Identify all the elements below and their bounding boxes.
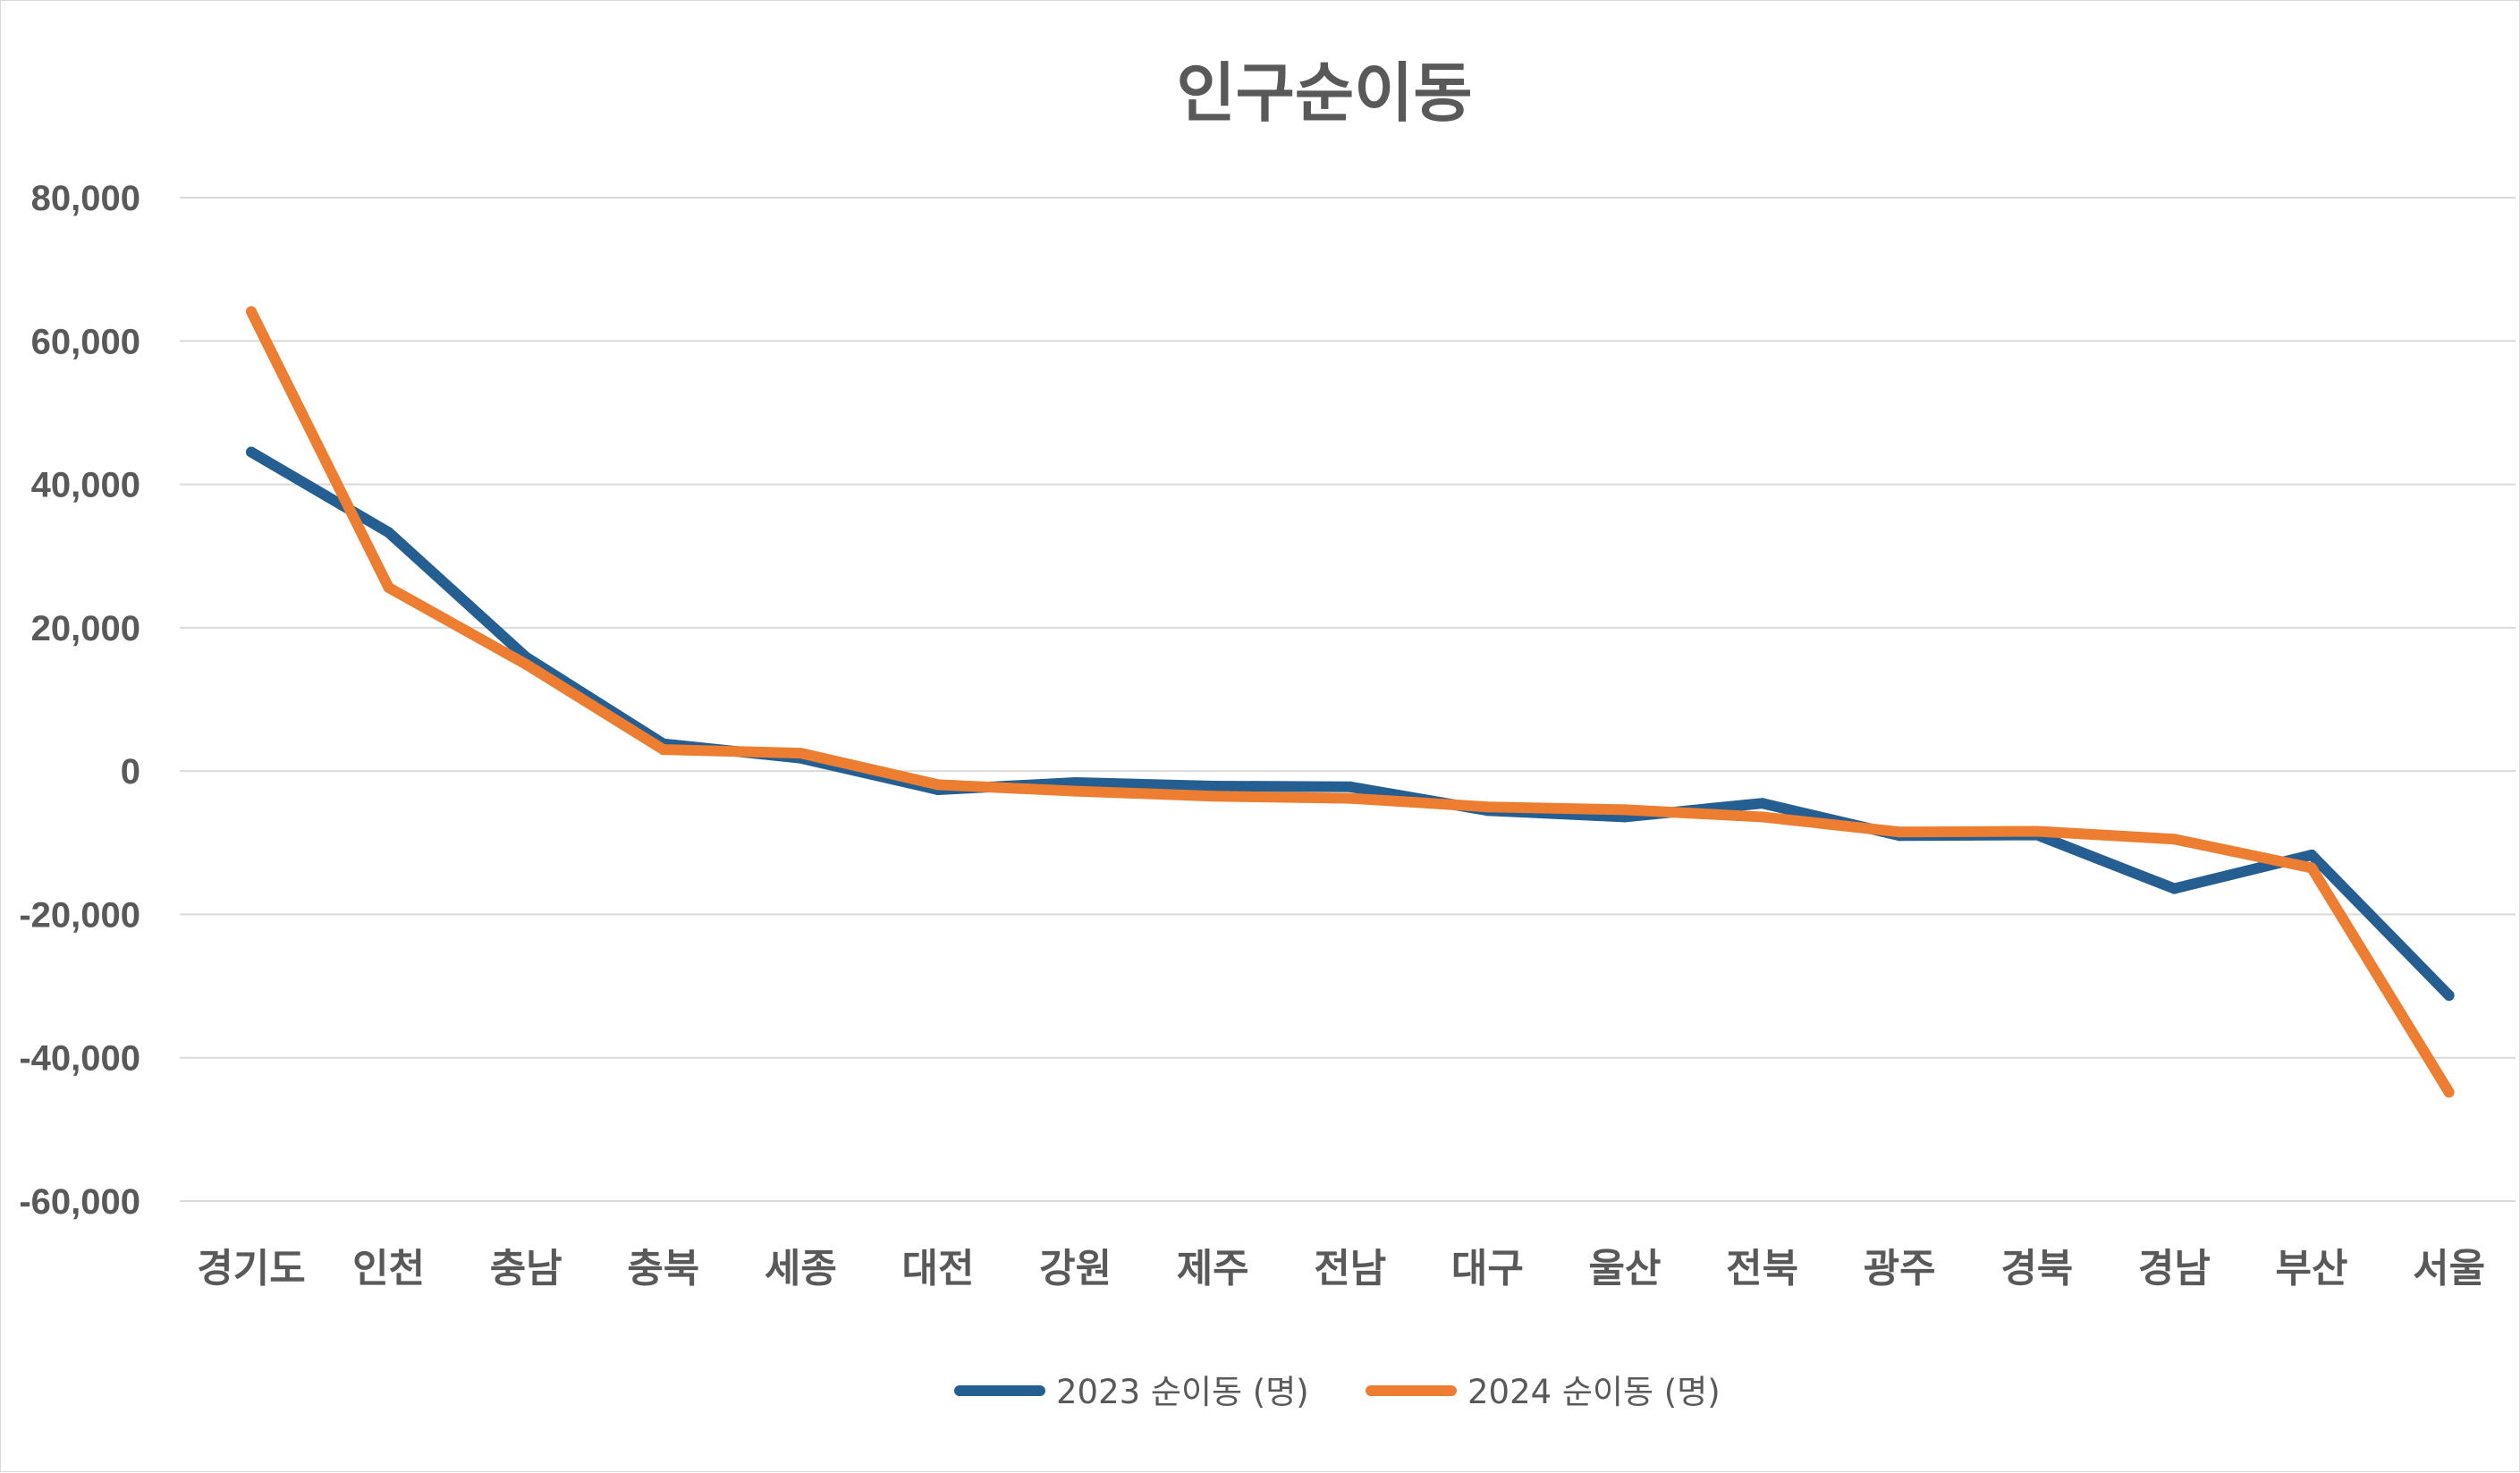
- x-axis-category-labels: 경기도 인천 충남 충북 세종 대전 강원 제주 전남 대구 울산 전북 광주 경북 경남 부산 서울: [197, 1246, 2485, 1291]
- y-tick-label: 40,000: [31, 466, 140, 505]
- x-tick-label: 전남: [1314, 1246, 1386, 1291]
- data-point[interactable]: [2031, 825, 2042, 837]
- y-tick-label: -20,000: [19, 895, 140, 935]
- data-point[interactable]: [383, 527, 394, 538]
- data-point[interactable]: [1756, 798, 1768, 809]
- x-tick-label: 부산: [2276, 1246, 2348, 1291]
- data-point[interactable]: [2443, 989, 2455, 1001]
- data-point[interactable]: [1756, 811, 1768, 823]
- data-point[interactable]: [1619, 804, 1630, 816]
- legend-item-2024[interactable]: 2024 순이동 (명): [1366, 1373, 1721, 1411]
- data-point[interactable]: [1207, 791, 1219, 802]
- x-tick-label: 광주: [1864, 1246, 1936, 1291]
- x-tick-label: 경북: [2000, 1246, 2073, 1291]
- x-tick-label: 충남: [490, 1246, 562, 1291]
- data-point[interactable]: [2306, 849, 2317, 860]
- data-point[interactable]: [1894, 826, 1906, 838]
- y-tick-label: 20,000: [31, 609, 140, 648]
- data-point[interactable]: [1207, 780, 1219, 792]
- data-point[interactable]: [933, 779, 943, 791]
- legend-item-2023[interactable]: 2023 순이동 (명): [954, 1373, 1309, 1411]
- data-point[interactable]: [1482, 801, 1493, 813]
- data-point[interactable]: [2169, 834, 2180, 845]
- y-tick-label: -60,000: [19, 1182, 140, 1222]
- x-tick-label: 제주: [1177, 1246, 1249, 1291]
- series-2023: [246, 446, 2455, 1001]
- data-point[interactable]: [2306, 862, 2317, 874]
- data-point[interactable]: [520, 658, 532, 670]
- data-point[interactable]: [383, 581, 394, 593]
- x-tick-label: 충북: [627, 1246, 699, 1291]
- chart-title: 인구순이동: [1176, 55, 1472, 131]
- y-tick-label: -40,000: [19, 1039, 140, 1079]
- data-point[interactable]: [1070, 785, 1081, 797]
- legend-label-2023: 2023 순이동 (명): [1056, 1373, 1309, 1411]
- legend: 2023 순이동 (명) 2024 순이동 (명): [954, 1373, 1721, 1411]
- gridlines: [180, 197, 2516, 1202]
- y-tick-label: 0: [121, 752, 140, 792]
- y-axis-tick-labels: 80,000 60,000 40,000 20,000 0 -20,000 -40,000 -…: [19, 179, 140, 1222]
- data-point[interactable]: [246, 446, 257, 458]
- data-point[interactable]: [795, 748, 807, 759]
- legend-label-2024: 2024 순이동 (명): [1467, 1373, 1721, 1411]
- series-line[interactable]: [246, 306, 2455, 1098]
- data-point[interactable]: [246, 306, 257, 317]
- x-tick-label: 경기도: [197, 1246, 305, 1291]
- data-point[interactable]: [2443, 1087, 2455, 1098]
- x-tick-label: 세종: [765, 1246, 837, 1291]
- series-lines: [246, 306, 2455, 1098]
- y-tick-label: 60,000: [31, 322, 140, 361]
- x-tick-label: 전북: [1726, 1246, 1798, 1291]
- data-point[interactable]: [657, 744, 669, 756]
- data-point[interactable]: [1344, 781, 1356, 792]
- x-tick-label: 강원: [1039, 1246, 1112, 1291]
- x-tick-label: 대전: [902, 1246, 975, 1291]
- x-tick-label: 대구: [1451, 1246, 1524, 1291]
- data-point[interactable]: [2169, 883, 2180, 894]
- x-tick-label: 울산: [1589, 1246, 1662, 1291]
- series-2024: [246, 306, 2455, 1098]
- x-tick-label: 인천: [352, 1246, 425, 1291]
- x-tick-label: 경남: [2138, 1246, 2211, 1291]
- y-tick-label: 80,000: [31, 179, 140, 218]
- x-tick-label: 서울: [2413, 1246, 2485, 1291]
- data-point[interactable]: [1070, 776, 1081, 788]
- data-point[interactable]: [1344, 792, 1356, 804]
